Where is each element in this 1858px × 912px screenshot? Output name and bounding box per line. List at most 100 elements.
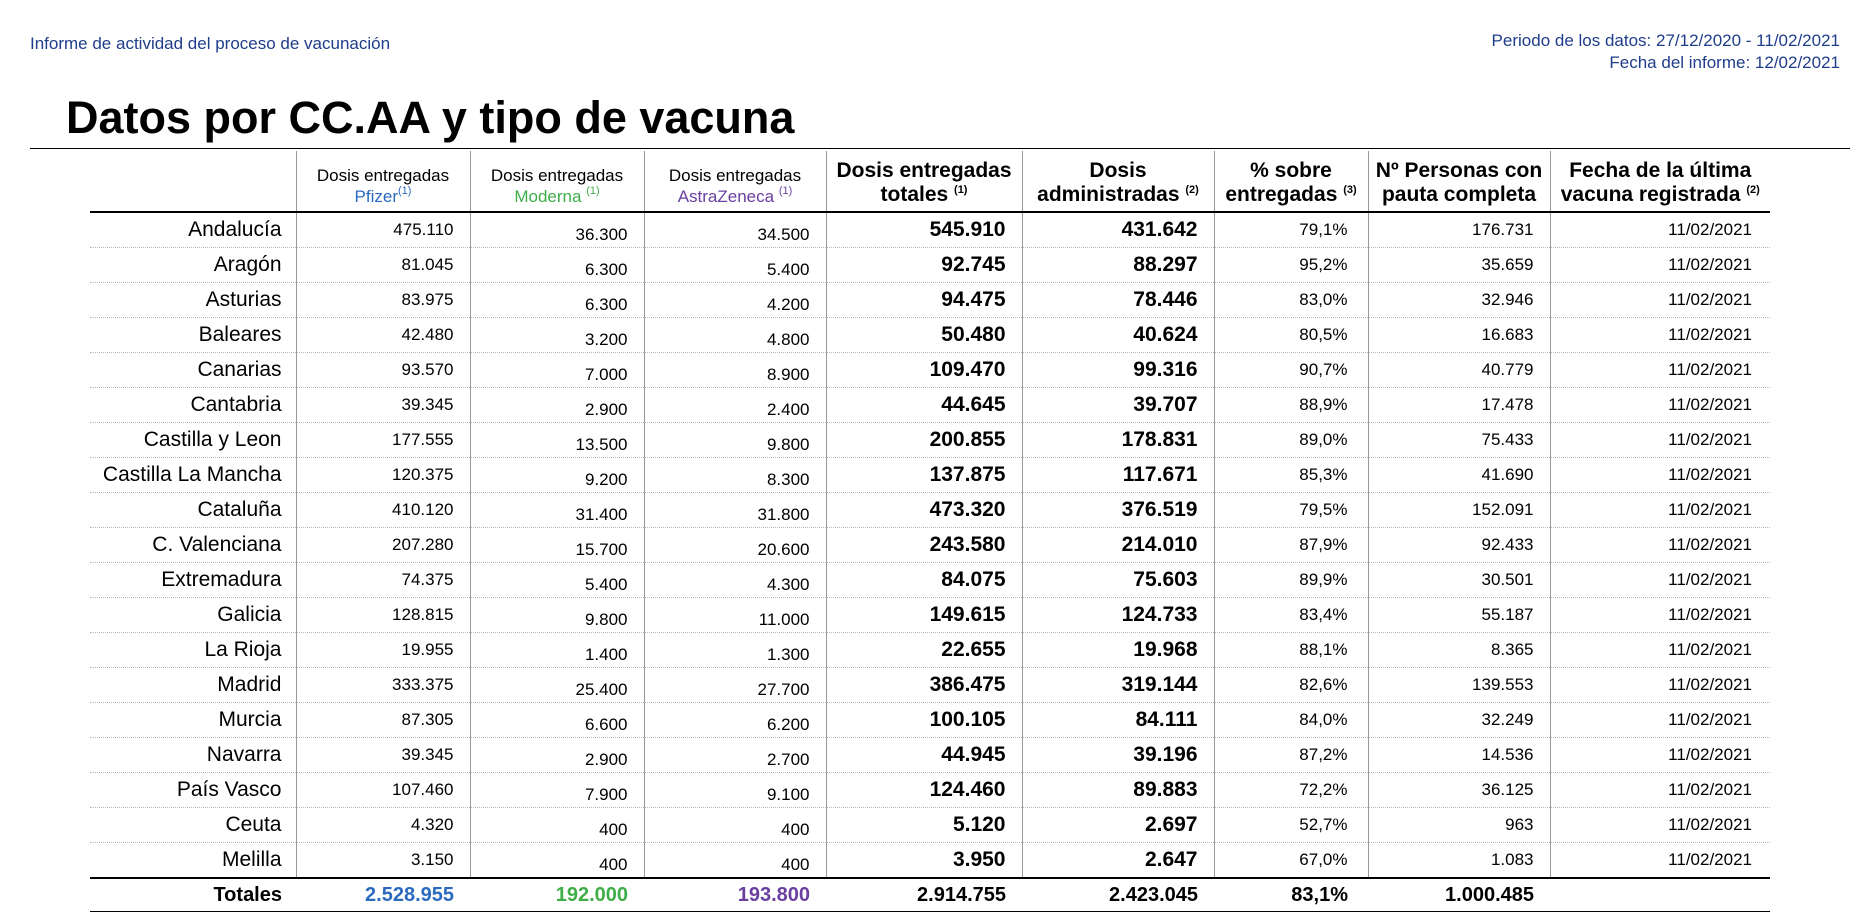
- table-row: Navarra 39.345 2.900 2.700 44.945 39.196 87,2%…: [90, 737, 1770, 773]
- header-astrazeneca: Dosis entregadas AstraZeneca (1): [643, 151, 826, 212]
- cell-astrazeneca: 4.200: [643, 282, 826, 318]
- cell-porcentaje: 84,0%: [1213, 702, 1368, 738]
- cell-administradas: 376.519: [1021, 492, 1214, 528]
- cell-personas: 8.365: [1367, 632, 1550, 668]
- table-row: Castilla y Leon 177.555 13.500 9.800 200.855…: [90, 422, 1770, 458]
- cell-administradas: 75.603: [1021, 562, 1214, 598]
- cell-astrazeneca: 400: [643, 807, 826, 843]
- cell-pfizer: 128.815: [295, 597, 470, 633]
- cell-personas: 32.946: [1367, 282, 1550, 318]
- cell-region: Galicia: [90, 597, 296, 633]
- cell-administradas: 124.733: [1021, 597, 1214, 633]
- cell-personas: 16.683: [1367, 317, 1550, 353]
- cell-moderna: 6.300: [469, 282, 644, 318]
- cell-region: La Rioja: [90, 632, 296, 668]
- data-period: Periodo de los datos: 27/12/2020 - 11/02…: [1491, 31, 1840, 50]
- cell-administradas: 39.196: [1021, 737, 1214, 773]
- cell-pfizer: 107.460: [295, 772, 470, 808]
- cell-porcentaje: 89,9%: [1213, 562, 1368, 598]
- cell-porcentaje: 87,2%: [1213, 737, 1368, 773]
- table-row: Madrid 333.375 25.400 27.700 386.475 319.144 8…: [90, 667, 1770, 703]
- cell-totales: 124.460: [825, 772, 1022, 808]
- cell-porcentaje: 83,0%: [1213, 282, 1368, 318]
- cell-fecha: 11/02/2021: [1549, 352, 1770, 388]
- cell-region: Baleares: [90, 317, 296, 353]
- cell-astrazeneca: 2.400: [643, 387, 826, 423]
- cell-personas: 139.553: [1367, 667, 1550, 703]
- cell-totales: 149.615: [825, 597, 1022, 633]
- cell-region: Cataluña: [90, 492, 296, 528]
- page-title: Datos por CC.AA y tipo de vacuna: [66, 92, 795, 143]
- cell-moderna: 15.700: [469, 527, 644, 563]
- cell-moderna: 7.000: [469, 352, 644, 388]
- cell-personas: 152.091: [1367, 492, 1550, 528]
- cell-pfizer: 207.280: [295, 527, 470, 563]
- cell-administradas: 84.111: [1021, 702, 1214, 738]
- cell-region: Melilla: [221, 848, 282, 871]
- cell-personas: 55.187: [1367, 597, 1550, 633]
- cell-pfizer: 177.555: [295, 422, 470, 458]
- header-pfizer-brand: Pfizer: [354, 187, 398, 206]
- table-row: País Vasco 107.460 7.900 9.100 124.460 89.883…: [90, 772, 1770, 808]
- cell-porcentaje: 52,7%: [1213, 807, 1368, 843]
- cell-moderna: 31.400: [469, 492, 644, 528]
- cell-personas: 30.501: [1367, 562, 1550, 598]
- cell-pfizer: 19.955: [295, 632, 470, 668]
- cell-porcentaje: 87,9%: [1213, 527, 1368, 563]
- cell-administradas: 39.707: [1021, 387, 1214, 423]
- cell-region: Asturias: [90, 282, 296, 318]
- cell-fecha: 11/02/2021: [1549, 597, 1770, 633]
- cell-moderna: 1.400: [469, 632, 644, 668]
- cell-totales: 386.475: [825, 667, 1022, 703]
- cell-administradas: 214.010: [1021, 527, 1214, 563]
- cell-totales: 22.655: [825, 632, 1022, 668]
- cell-porcentaje: 72,2%: [1213, 772, 1368, 808]
- table-body: Andalucía 475.110 36.300 34.500 545.910 431.6…: [90, 212, 1770, 878]
- cell-fecha: 11/02/2021: [1549, 702, 1770, 738]
- cell-astrazeneca: 20.600: [643, 527, 826, 563]
- cell-astrazeneca: 5.400: [643, 247, 826, 283]
- header-region: [90, 151, 296, 212]
- cell-pfizer: 93.570: [295, 352, 470, 388]
- cell-astrazeneca: 11.000: [643, 597, 826, 633]
- cell-pfizer: 74.375: [295, 562, 470, 598]
- cell-administradas: 178.831: [1021, 422, 1214, 458]
- cell-fecha: 11/02/2021: [1549, 387, 1770, 423]
- totals-totales: 2.914.755: [917, 883, 1006, 906]
- cell-personas: 75.433: [1367, 422, 1550, 458]
- cell-pfizer: 4.320: [295, 807, 470, 843]
- header-administradas: Dosis administradas (2): [1021, 151, 1214, 212]
- cell-pfizer: 410.120: [295, 492, 470, 528]
- cell-personas: 32.249: [1367, 702, 1550, 738]
- cell-moderna: 5.400: [469, 562, 644, 598]
- cell-region: Cantabria: [90, 387, 296, 423]
- cell-moderna: 9.800: [469, 597, 644, 633]
- table-row: Aragón 81.045 6.300 5.400 92.745 88.297 95,2% 3…: [90, 247, 1770, 283]
- cell-totales: 473.320: [825, 492, 1022, 528]
- cell-administradas: 89.883: [1021, 772, 1214, 808]
- cell-astrazeneca: 400: [643, 842, 826, 878]
- cell-fecha: 11/02/2021: [1549, 842, 1770, 878]
- cell-region: Extremadura: [90, 562, 296, 598]
- cell-fecha: 11/02/2021: [1549, 492, 1770, 528]
- table-row: Cantabria 39.345 2.900 2.400 44.645 39.707 88,…: [90, 387, 1770, 423]
- cell-personas: 963: [1367, 807, 1550, 843]
- table-row: Baleares 42.480 3.200 4.800 50.480 40.624 80,5…: [90, 317, 1770, 353]
- cell-personas: 176.731: [1367, 212, 1550, 248]
- cell-moderna: 400: [469, 807, 644, 843]
- cell-astrazeneca: 8.900: [643, 352, 826, 388]
- cell-totales: 5.120: [825, 807, 1022, 843]
- cell-pfizer: 83.975: [295, 282, 470, 318]
- cell-totales: 200.855: [825, 422, 1022, 458]
- table-row: Ceuta 4.320 400 400 5.120 2.697 52,7% 963 11/02/…: [90, 807, 1770, 843]
- header-moderna-brand: Moderna: [514, 187, 582, 206]
- cell-moderna: 7.900: [469, 772, 644, 808]
- cell-moderna: 2.900: [469, 737, 644, 773]
- cell-administradas: 40.624: [1021, 317, 1214, 353]
- header-moderna: Dosis entregadas Moderna (1): [469, 151, 644, 212]
- cell-region: Madrid: [90, 667, 296, 703]
- header-pfizer: Dosis entregadas Pfizer(1): [295, 151, 470, 212]
- cell-region: Navarra: [90, 737, 296, 773]
- table-row: Asturias 83.975 6.300 4.200 94.475 78.446 83,0…: [90, 282, 1770, 318]
- cell-totales: 137.875: [825, 457, 1022, 493]
